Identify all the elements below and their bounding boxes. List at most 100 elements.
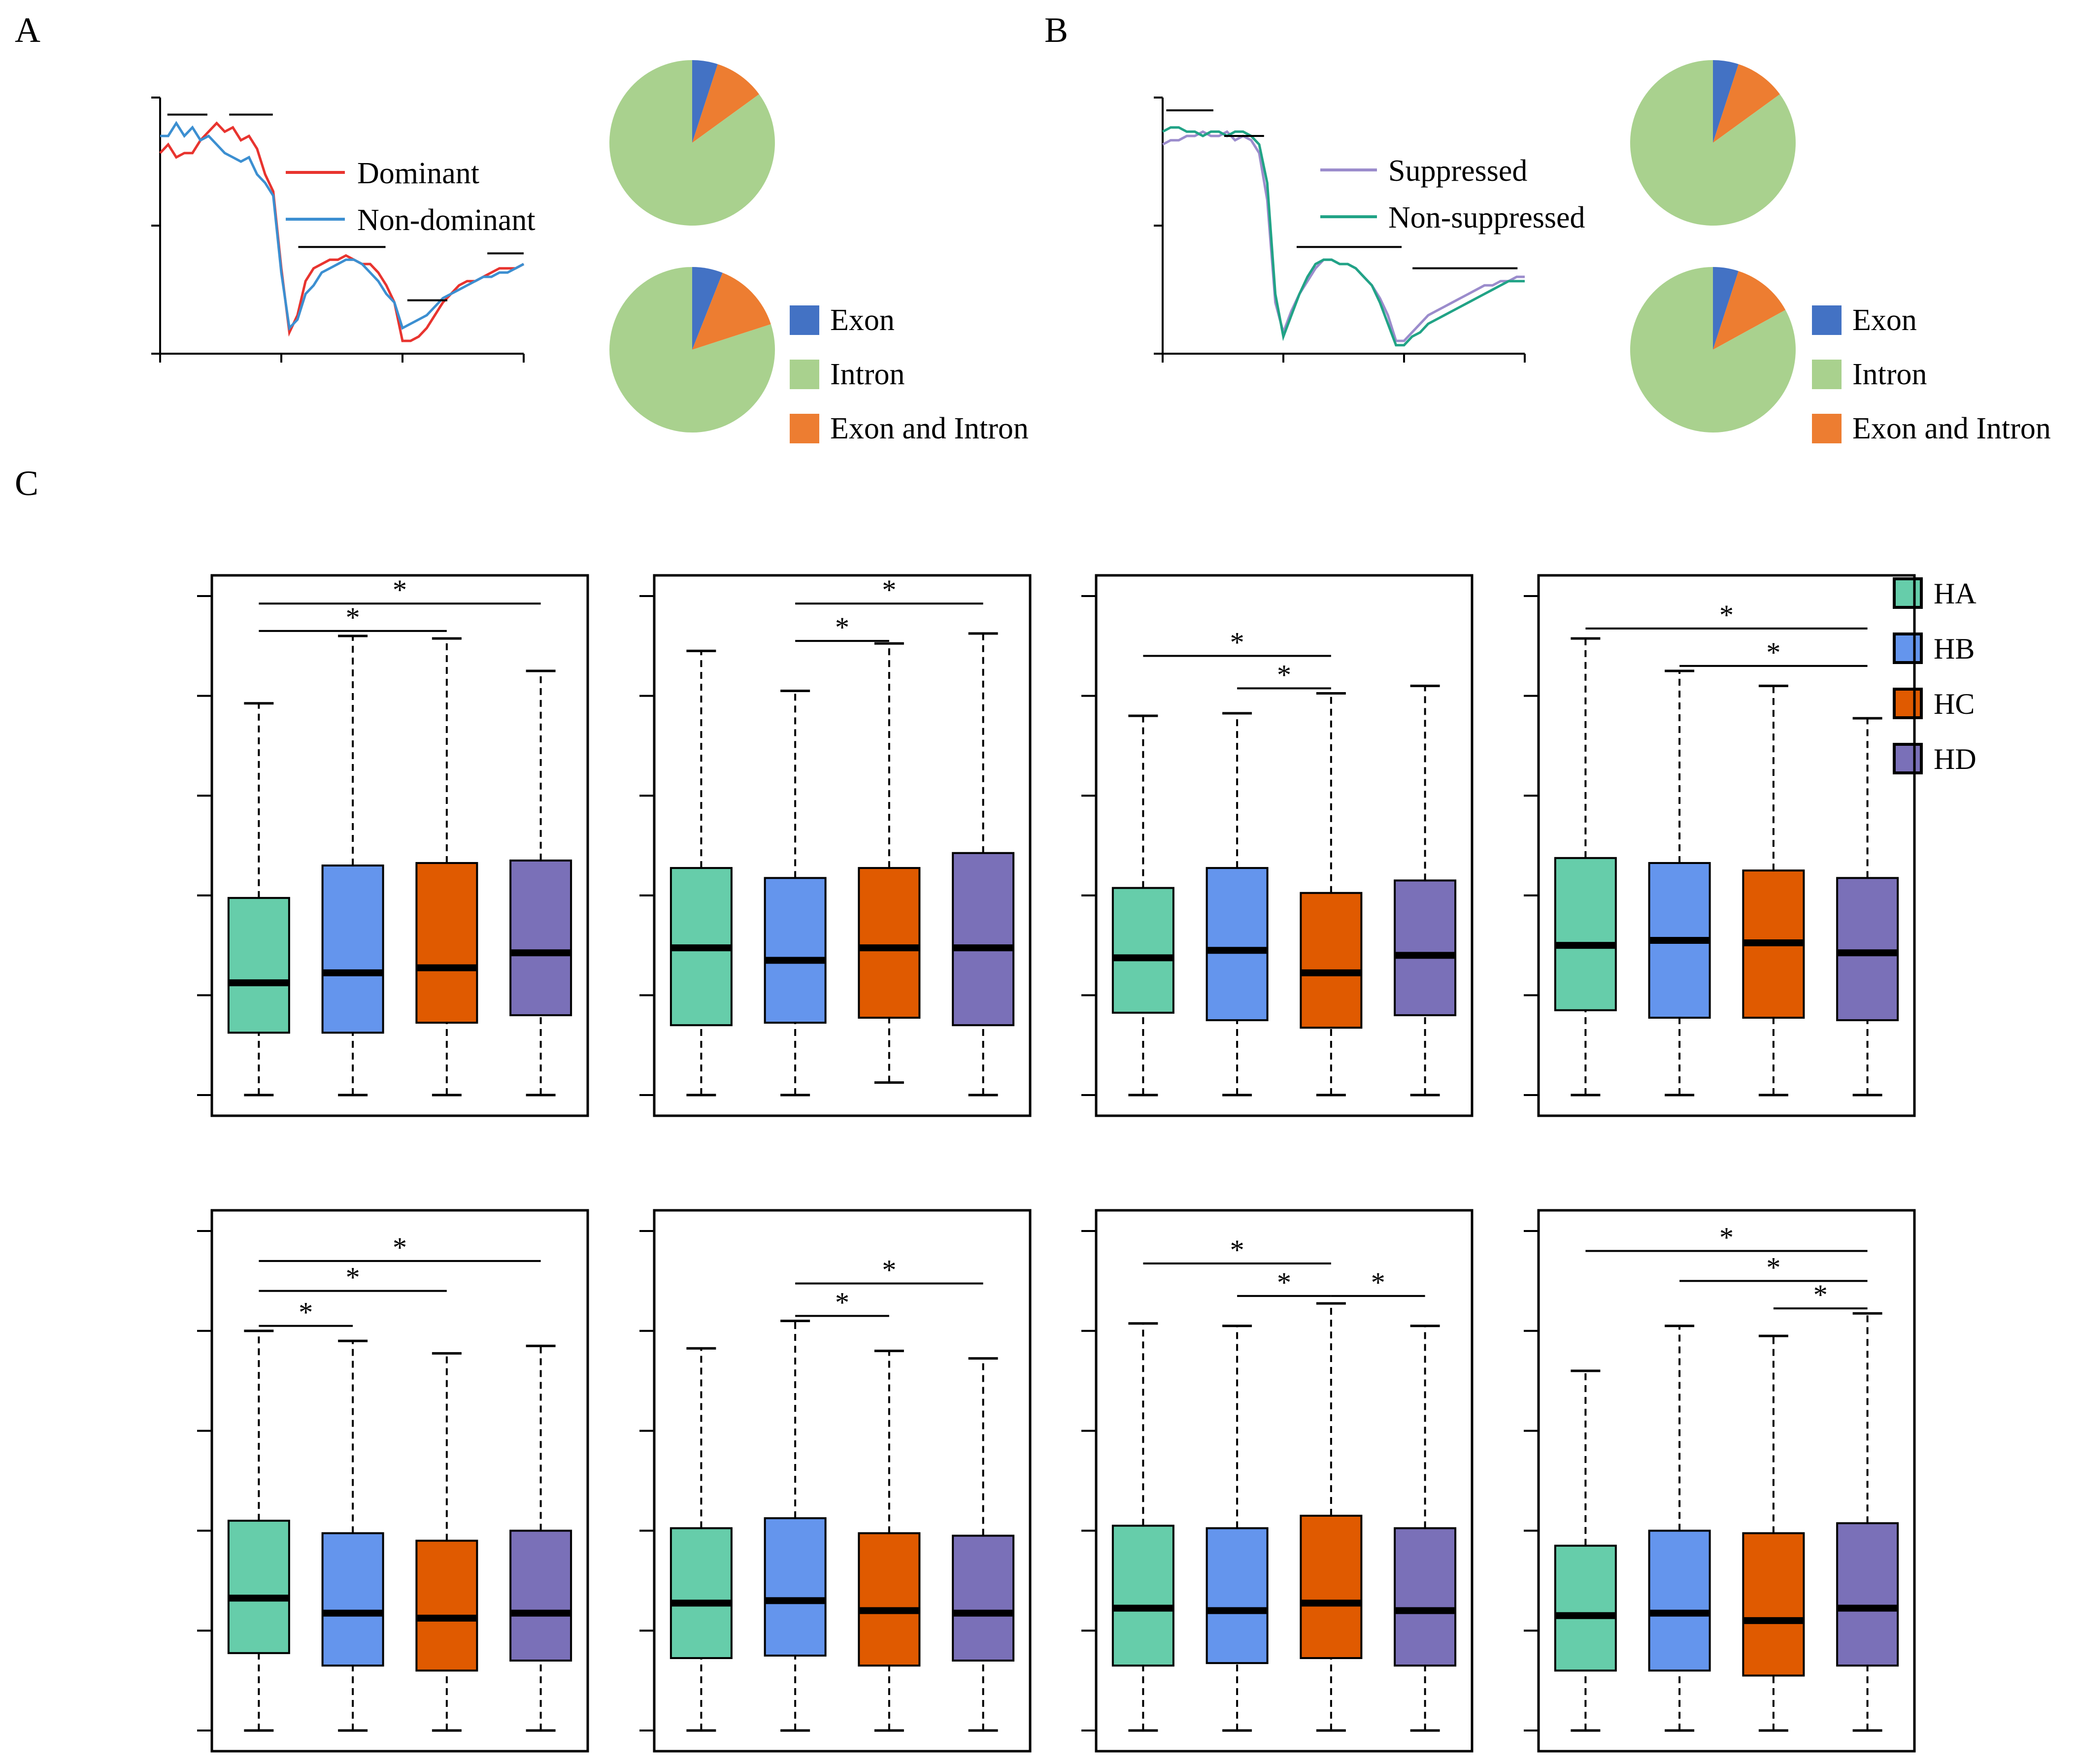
box-iqr <box>1554 857 1617 1011</box>
box-iqr <box>227 1520 290 1654</box>
significance-star: * <box>835 611 849 643</box>
pie-slice-exon-and-intron <box>1713 271 1786 350</box>
legend-label-hc: HC <box>1934 688 1975 720</box>
legend-label-non-dominant: Non-dominant <box>357 203 536 237</box>
box-iqr <box>764 1517 827 1657</box>
box-ha <box>227 1330 290 1732</box>
box-hc <box>858 642 921 1084</box>
legend-box: HA HB HC HD <box>1893 577 1976 775</box>
pie-slice-intron <box>609 267 775 433</box>
legend-swatch-hb <box>1893 632 1923 664</box>
box-hb <box>1206 1325 1269 1732</box>
box-iqr <box>1554 1544 1617 1672</box>
significance-star: * <box>299 1297 313 1329</box>
box-iqr <box>670 1527 733 1659</box>
line-chart-b <box>1154 97 1526 363</box>
significance-star: * <box>1371 1266 1385 1298</box>
legend-swatch-exon-b <box>1812 305 1842 335</box>
pie-slice-exon <box>1713 60 1739 143</box>
box-hc <box>1300 1302 1363 1732</box>
legend-label-suppressed: Suppressed <box>1388 154 1527 188</box>
pie-chart-a-pie-dom <box>609 60 775 226</box>
boxplot-b-dominant: ** <box>639 574 1032 1117</box>
panel-label-b: B <box>1044 10 1068 50</box>
box-hb <box>321 1339 384 1732</box>
significance-star: * <box>1766 1251 1780 1283</box>
plot-frame <box>1537 574 1916 1117</box>
line-chart-a <box>151 97 525 363</box>
significance-star: * <box>882 1254 896 1286</box>
box-iqr <box>952 1534 1015 1662</box>
box-hb <box>764 1320 827 1732</box>
box-iqr <box>1394 1527 1457 1667</box>
boxplot-d-dominant: ** <box>1524 574 1916 1117</box>
significance-star: * <box>835 1286 849 1318</box>
box-iqr <box>227 897 290 1034</box>
box-hc <box>1742 1334 1805 1732</box>
plot-frame <box>653 574 1032 1117</box>
boxplot-b-suppressed: ** <box>639 1209 1032 1753</box>
box-hd <box>1836 1312 1899 1732</box>
boxplot-d-suppressed: * * * <box>1524 1209 1916 1753</box>
box-iqr <box>1648 1530 1711 1672</box>
box-iqr <box>858 867 921 1019</box>
legend-swatch-exon-intron <box>790 414 819 443</box>
box-ha <box>670 649 733 1097</box>
legend-swatch-intron-b <box>1812 360 1842 389</box>
box-iqr <box>1111 887 1174 1014</box>
box-hd <box>509 669 572 1097</box>
box-iqr <box>1836 877 1899 1022</box>
box-iqr <box>1300 892 1363 1029</box>
box-iqr <box>1206 1527 1269 1664</box>
pie-slice-exon <box>1713 267 1739 350</box>
box-hc <box>1300 692 1363 1097</box>
box-iqr <box>509 1530 572 1662</box>
box-iqr <box>415 862 478 1024</box>
pie-slice-intron <box>609 60 775 226</box>
box-ha <box>670 1347 733 1732</box>
box-hd <box>952 1357 1015 1732</box>
box-iqr <box>764 877 827 1024</box>
box-iqr <box>1300 1514 1363 1659</box>
significance-star: * <box>346 1262 360 1294</box>
plot-frame <box>210 574 589 1117</box>
series-line-dominant <box>159 121 525 342</box>
box-hd <box>952 632 1015 1097</box>
chart-marks: *************** **** <box>151 60 1916 1753</box>
box-hd <box>509 1344 572 1732</box>
significance-star: * <box>1813 1279 1828 1311</box>
significance-star: * <box>1277 659 1291 691</box>
pie-slice-exon-and-intron <box>692 272 771 350</box>
legend-swatch-ha <box>1893 577 1923 609</box>
box-hb <box>1648 1325 1711 1732</box>
legend-label-exon-intron-b: Exon and Intron <box>1852 412 2051 445</box>
pie-slice-exon-and-intron <box>692 64 759 143</box>
box-iqr <box>509 859 572 1016</box>
box-ha <box>1111 714 1174 1097</box>
significance-star: * <box>882 574 896 606</box>
boxplot-c-suppressed: * * * <box>1081 1209 1474 1753</box>
series-line-non-suppressed <box>1162 126 1525 347</box>
legend-label-exon-b: Exon <box>1852 303 1917 337</box>
box-ha <box>1554 1369 1617 1732</box>
panel-label-c: C <box>15 464 38 503</box>
box-hc <box>415 1352 478 1732</box>
plot-frame <box>653 1209 1032 1753</box>
legend-b-line: Suppressed Non-suppressed <box>1320 154 1585 234</box>
legend-swatch-hd <box>1893 743 1923 774</box>
box-hb <box>1648 669 1711 1097</box>
box-iqr <box>858 1532 921 1667</box>
box-hb <box>321 634 384 1097</box>
boxplot-a-suppressed: * * * <box>197 1209 589 1753</box>
box-hc <box>415 637 478 1097</box>
significance-star: * <box>393 574 407 606</box>
legend-swatch-exon <box>790 305 819 335</box>
box-iqr <box>1836 1522 1899 1667</box>
box-iqr <box>415 1539 478 1672</box>
box-hd <box>1394 684 1457 1097</box>
box-hc <box>858 1349 921 1732</box>
plot-frame <box>1537 1209 1916 1753</box>
legend-a-line: Dominant Non-dominant <box>286 157 536 237</box>
box-hb <box>1206 712 1269 1097</box>
